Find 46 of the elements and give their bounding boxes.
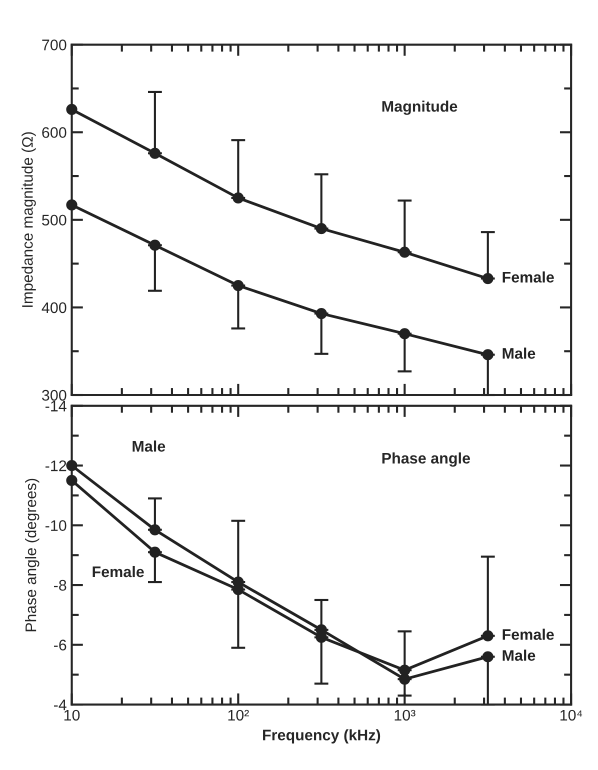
y-tick-label: -12 <box>46 460 66 472</box>
series-label: Female <box>502 628 554 640</box>
y-tick-label: -4 <box>54 700 66 710</box>
x-tick-label: 10³ <box>394 710 416 721</box>
legend-label: Male <box>502 650 536 661</box>
y-tick-label: 500 <box>42 214 66 226</box>
point <box>232 192 244 204</box>
y-tick-label: -14 <box>46 400 66 412</box>
point <box>482 272 494 284</box>
annotation: Male <box>132 440 166 452</box>
x-axis-title: Frequency (kHz) <box>263 729 380 744</box>
y-tick-label: -6 <box>54 640 66 650</box>
y-tick-label: -10 <box>46 520 66 531</box>
x-tick-label: 10⁴ <box>560 710 582 721</box>
point <box>149 546 160 558</box>
point <box>149 524 160 536</box>
y-tick-label: 400 <box>42 302 66 314</box>
point <box>66 460 78 472</box>
point <box>316 308 327 320</box>
x-tick-label: 10² <box>228 710 249 721</box>
point <box>399 664 410 676</box>
y-tick-label: 700 <box>42 40 66 50</box>
point <box>399 328 410 340</box>
annotation: Female <box>92 566 144 578</box>
point <box>66 474 78 486</box>
annotation: Magnitude <box>382 100 458 115</box>
y-tick-label: 300 <box>42 390 66 401</box>
point <box>399 674 410 685</box>
x-tick-label: 10 <box>64 710 80 721</box>
annotation: Phase angle <box>382 452 470 467</box>
point <box>149 148 160 159</box>
point <box>399 246 410 258</box>
point <box>482 349 494 360</box>
point <box>149 240 160 251</box>
y-tick-label: -8 <box>54 580 66 591</box>
point <box>66 199 78 210</box>
point <box>482 630 494 642</box>
y-tick-label: 600 <box>42 127 66 138</box>
y-axis-title: Phase angle (degrees) <box>25 478 40 632</box>
point <box>482 651 494 662</box>
point <box>316 223 327 234</box>
point <box>232 280 244 292</box>
y-axis-title: Impedance magnitude (Ω) <box>22 132 36 307</box>
point <box>66 104 78 116</box>
series-label: Female <box>502 271 554 283</box>
legend-label: Male <box>502 348 536 359</box>
